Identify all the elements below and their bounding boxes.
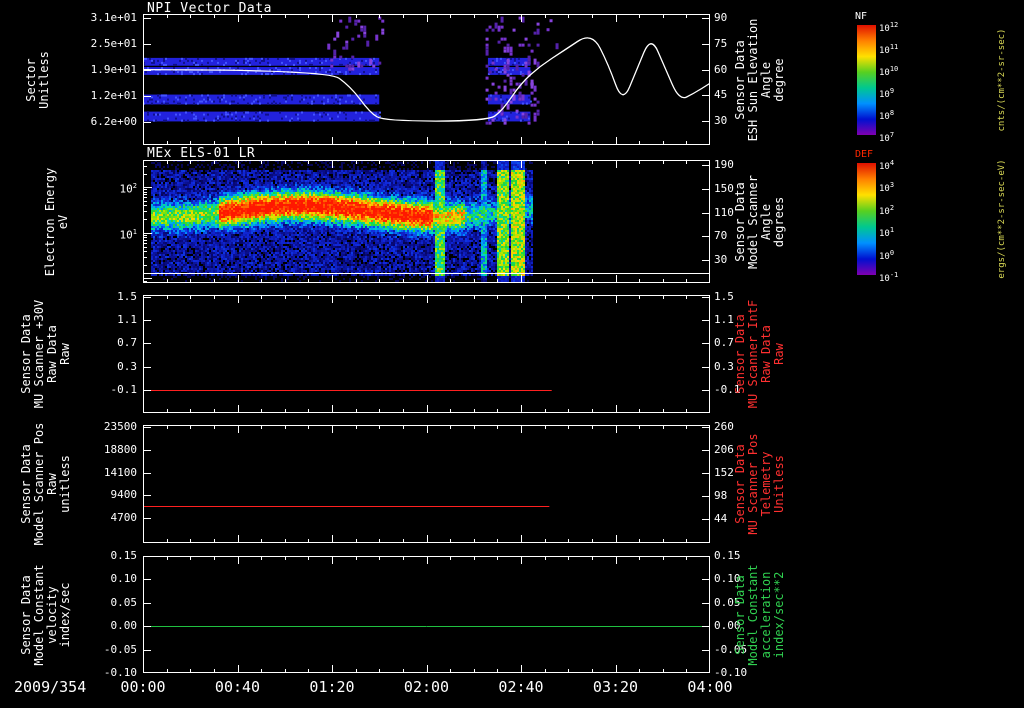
DEF-colorbar-tick: 100 bbox=[879, 248, 895, 262]
panel5-right-tick-label: -0.10 bbox=[714, 666, 748, 679]
DEF-colorbar-tick: 10-1 bbox=[879, 271, 899, 284]
panel5-right-tick-label: -0.05 bbox=[714, 642, 748, 656]
panel5-left-tick-label: -0.10 bbox=[103, 666, 137, 679]
DEF-colorbar-tick: 102 bbox=[879, 203, 895, 217]
panel4-left-tick-label: 9400 bbox=[110, 488, 138, 502]
panel5-left-tick-label: -0.05 bbox=[103, 642, 137, 656]
x-axis-tick-label: 04:00 bbox=[687, 678, 733, 696]
panel4-left-tick-label: 23500 bbox=[103, 420, 137, 434]
panel1-left-tick-label: 1.9e+01 bbox=[90, 62, 137, 76]
panel4-right-tick-label: 44 bbox=[714, 512, 728, 526]
panel3-right-tick-label: -0.1 bbox=[714, 383, 741, 397]
panel5-right-axis-label: Sensor Data Model Constant acceleration ind… bbox=[733, 530, 786, 700]
panel2-right-tick-label: 70 bbox=[714, 229, 728, 243]
panel3-left-tick-label: 1.5 bbox=[117, 289, 137, 303]
panel2-right-tick-label: 150 bbox=[714, 181, 734, 195]
panel5-right-tick-label: 0.15 bbox=[714, 549, 741, 562]
axis-label-line: index/sec bbox=[58, 581, 72, 648]
panel2-right-tick-label: 190 bbox=[714, 157, 734, 171]
panel5-plot-canvas bbox=[143, 556, 710, 673]
DEF-colorbar-tick: 104 bbox=[879, 159, 895, 172]
panel3-left-tick-label: 1.1 bbox=[117, 313, 137, 327]
panel1-plot-canvas bbox=[143, 14, 710, 145]
panel3-left-tick-label: 0.3 bbox=[117, 359, 137, 373]
x-axis-tick-label: 02:40 bbox=[498, 678, 544, 696]
panel5-right-tick-label: 0.10 bbox=[714, 572, 741, 586]
x-axis-tick-label: 00:40 bbox=[214, 678, 261, 696]
NF-colorbar-tick: 1011 bbox=[879, 43, 899, 56]
panel1-right-tick-label: 45 bbox=[714, 88, 728, 102]
panel2-plot-canvas bbox=[143, 160, 710, 283]
panel5-left-tick-label: 0.00 bbox=[110, 619, 138, 633]
x-axis-tick-label: 00:00 bbox=[120, 678, 166, 696]
DEF-colorbar-title: DEF bbox=[855, 149, 874, 160]
DEF-colorbar bbox=[857, 163, 876, 275]
panel2-right-tick-label: 110 bbox=[714, 205, 734, 219]
NF-colorbar-tick: 109 bbox=[879, 87, 895, 100]
NF-colorbar-tick: 1010 bbox=[879, 65, 899, 78]
panel1-left-tick-label: 3.1e+01 bbox=[90, 11, 137, 25]
panel4-right-tick-label: 152 bbox=[714, 466, 734, 480]
DEF-colorbar-tick: 101 bbox=[879, 226, 895, 240]
panel1-left-tick-label: 1.2e+01 bbox=[90, 88, 137, 102]
panel3-right-tick-label: 0.7 bbox=[714, 336, 734, 350]
panel4-right-tick-label: 260 bbox=[714, 420, 734, 434]
panel4-right-tick-label: 98 bbox=[714, 489, 728, 503]
panel5-left-tick-label: 0.10 bbox=[110, 572, 138, 586]
NF-colorbar-tick: 107 bbox=[879, 131, 895, 144]
panel1-right-tick-label: 75 bbox=[714, 36, 728, 50]
axis-label-line: index/sec**2 bbox=[772, 571, 786, 658]
DEF-colorbar-unit: ergs/(cm**2-sr-sec-eV) bbox=[996, 134, 1008, 304]
panel2-right-tick-label: 30 bbox=[714, 253, 728, 267]
unit-label-line: ergs/(cm**2-sr-sec-eV) bbox=[997, 159, 1007, 279]
panel1-right-tick-label: 30 bbox=[714, 114, 728, 128]
panel5-left-axis-label: Sensor Data Model Constant velocity index/s… bbox=[19, 530, 72, 700]
panel1-title: NPI Vector Data bbox=[147, 1, 272, 16]
panel4-right-tick-label: 206 bbox=[714, 443, 734, 457]
panel3-left-tick-label: -0.1 bbox=[110, 383, 138, 397]
DEF-colorbar-tick: 103 bbox=[879, 181, 895, 195]
panel5-left-tick-label: 0.15 bbox=[110, 549, 138, 562]
x-axis-date-label: 2009/354 bbox=[14, 678, 87, 696]
x-axis-tick-label: 01:20 bbox=[309, 678, 355, 696]
NF-colorbar-tick: 1012 bbox=[879, 21, 899, 34]
panel3-right-tick-label: 0.3 bbox=[714, 359, 734, 373]
panel3-left-tick-label: 0.7 bbox=[117, 336, 137, 350]
NF-colorbar bbox=[857, 25, 876, 135]
panel3-plot-canvas bbox=[143, 295, 710, 413]
x-axis-tick-label: 03:20 bbox=[592, 678, 639, 696]
panel3-right-tick-label: 1.1 bbox=[714, 313, 734, 327]
panel2-left-tick-label: 101 bbox=[119, 227, 137, 242]
panel2-title: MEx ELS-01 LR bbox=[147, 146, 256, 161]
NF-colorbar-title: NF bbox=[855, 11, 868, 22]
panel1-right-tick-label: 60 bbox=[714, 62, 728, 76]
panel4-left-tick-label: 18800 bbox=[103, 443, 137, 457]
NF-colorbar-tick: 108 bbox=[879, 109, 895, 122]
panel2-left-tick-label: 102 bbox=[119, 182, 137, 196]
panel4-left-tick-label: 14100 bbox=[103, 465, 137, 479]
x-axis-tick-label: 02:00 bbox=[403, 678, 450, 696]
panel3-right-tick-label: 1.5 bbox=[714, 289, 734, 303]
panel5-right-tick-label: 0.00 bbox=[714, 619, 741, 633]
panel4-left-tick-label: 4700 bbox=[110, 510, 138, 524]
panel5-right-tick-label: 0.05 bbox=[714, 595, 741, 609]
panel1-left-tick-label: 2.5e+01 bbox=[90, 37, 137, 51]
panel5-left-tick-label: 0.05 bbox=[110, 595, 138, 609]
panel4-plot-canvas bbox=[143, 425, 710, 543]
panel1-left-tick-label: 6.2e+00 bbox=[90, 114, 137, 128]
panel1-right-tick-label: 90 bbox=[714, 11, 728, 25]
